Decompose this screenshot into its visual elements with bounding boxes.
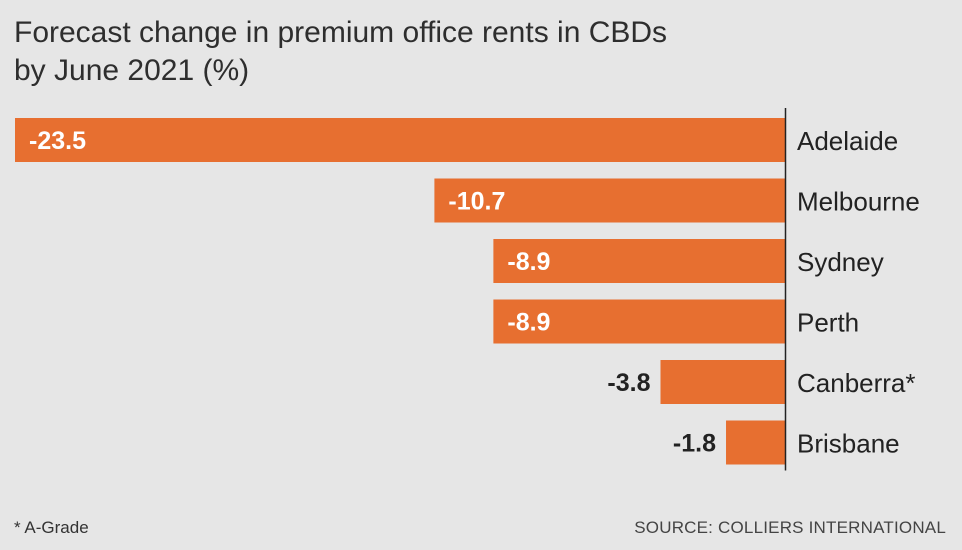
category-label: Brisbane (797, 429, 900, 459)
value-label: -10.7 (448, 188, 505, 216)
bar-adelaide (15, 118, 785, 162)
value-label: -23.5 (29, 127, 86, 155)
bar-brisbane (726, 420, 785, 465)
bar-sydney (493, 239, 785, 283)
labels-group: -23.5 Adelaide -10.7 Melbourne -8.9 Sydney -8.… (29, 126, 920, 459)
bar-canberra (660, 360, 785, 404)
bar-perth (493, 299, 785, 344)
value-label: -1.8 (673, 430, 716, 458)
category-label: Adelaide (797, 126, 898, 156)
chart-title-line1: Forecast change in premium office rents … (14, 16, 668, 49)
category-label: Canberra* (797, 368, 916, 398)
value-label: -8.9 (507, 248, 550, 276)
bars-group (15, 118, 785, 465)
footnote: * A-Grade (14, 518, 89, 537)
value-label: -8.9 (507, 309, 550, 337)
category-label: Melbourne (797, 187, 920, 217)
chart-title: Forecast change in premium office rents … (14, 14, 914, 90)
value-label: -3.8 (607, 369, 650, 397)
chart-subtitle: by June 2021 (%) (14, 54, 250, 87)
category-label: Sydney (797, 247, 884, 277)
bar-melbourne (434, 178, 785, 223)
bar-chart: -23.5 Adelaide -10.7 Melbourne -8.9 Sydney -8.… (15, 108, 920, 471)
source-credit: SOURCE: COLLIERS INTERNATIONAL (634, 518, 946, 537)
category-label: Perth (797, 308, 859, 338)
